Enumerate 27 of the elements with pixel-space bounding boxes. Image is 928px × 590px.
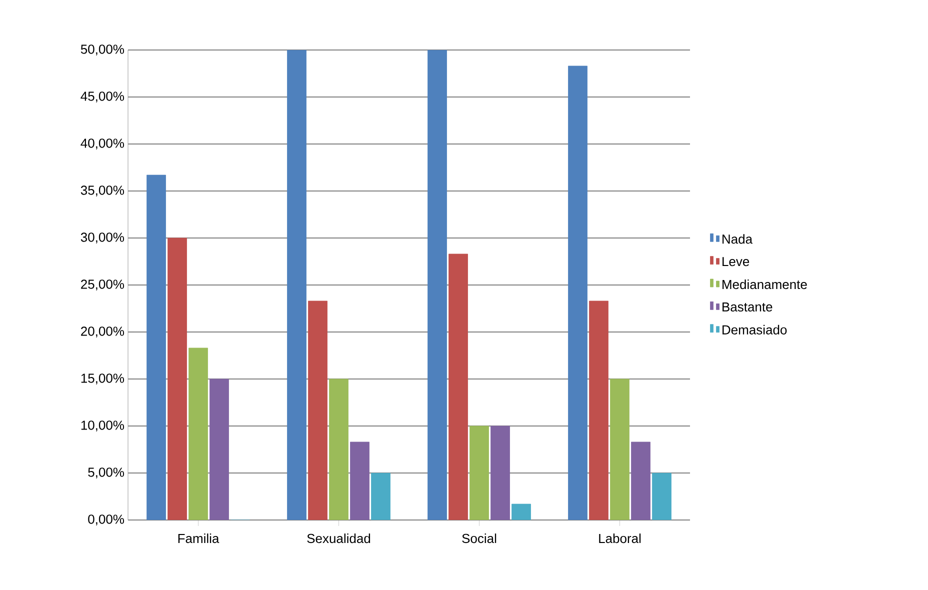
legend-label: Medianamente [722, 280, 807, 290]
y-tick-label: 45,00% [80, 92, 124, 102]
bar [652, 472, 672, 520]
legend-label: Leve [722, 257, 750, 266]
y-tick-label: 25,00% [81, 280, 124, 290]
x-tick-label: Social [462, 534, 496, 544]
x-tick-label: Laboral [599, 534, 641, 544]
y-tick-label: 10,00% [81, 420, 124, 432]
x-tick-label: Sexualidad [307, 534, 370, 544]
x-tick-label: Familia [178, 534, 220, 544]
bar [371, 472, 390, 520]
bar [568, 66, 588, 520]
y-tick-label: 30,00% [80, 232, 124, 244]
y-tick-label: 20,00% [81, 326, 124, 338]
bar [287, 50, 306, 520]
y-tick-label: 15,00% [81, 374, 124, 384]
y-tick-label: 40,00% [80, 138, 124, 150]
bar [146, 174, 166, 520]
y-tick-label: 50,00% [80, 44, 124, 56]
legend-label: Nada [722, 234, 753, 244]
y-tick-label: 5,00% [88, 468, 124, 478]
bar [512, 504, 531, 520]
legend-label: Demasiado [722, 324, 787, 334]
legend-label: Bastante [722, 302, 772, 312]
y-tick-label: 0,00% [88, 514, 124, 526]
y-tick-label: 35,00% [80, 186, 124, 196]
bar [428, 50, 447, 520]
